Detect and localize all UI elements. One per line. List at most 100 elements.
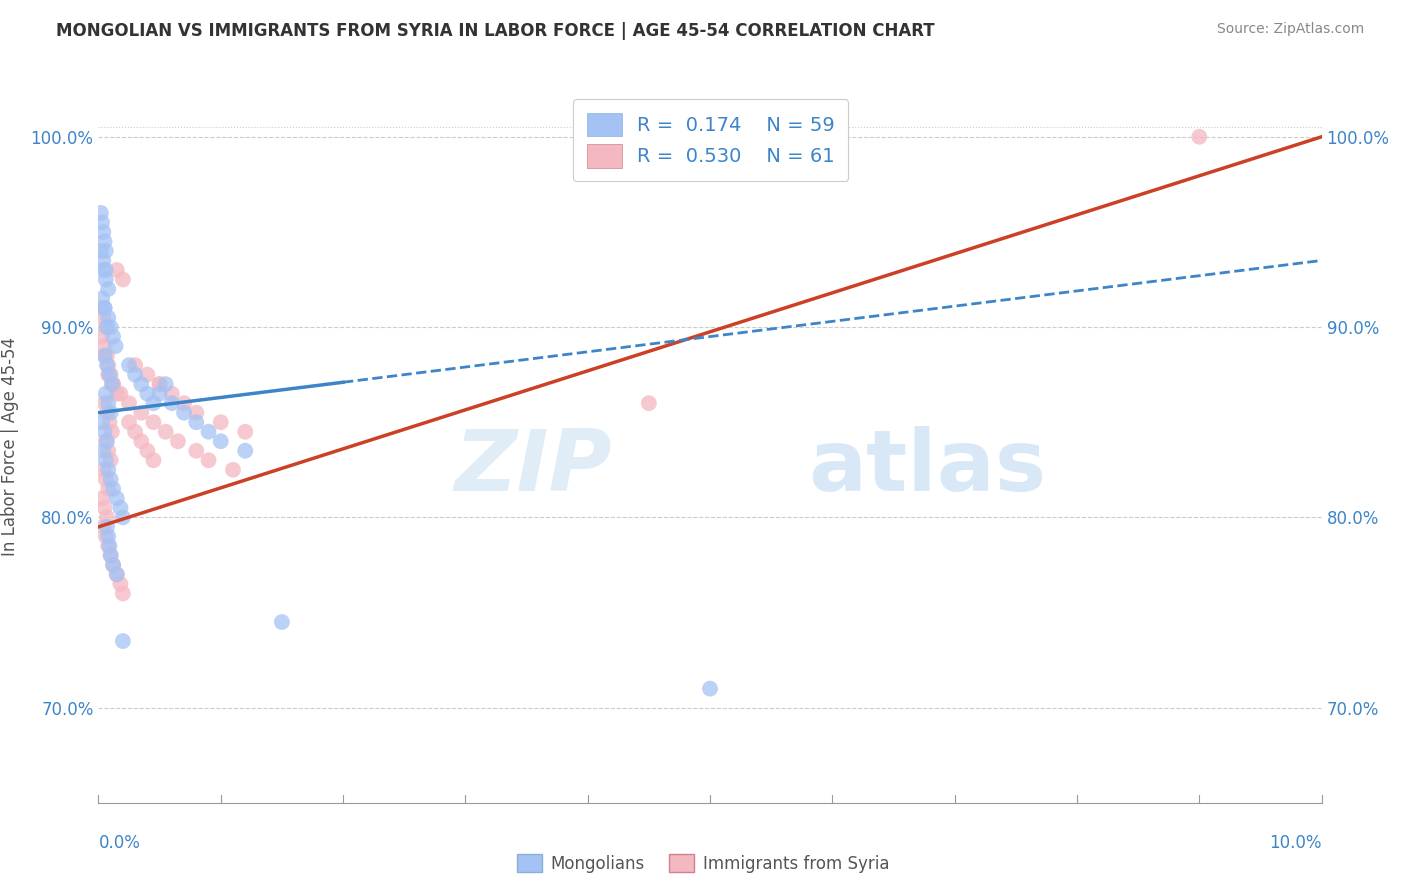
Point	[100, 472, 122, 486]
Point	[93, 339, 115, 353]
Point	[118, 358, 141, 372]
Point	[136, 368, 159, 382]
Point	[93, 500, 115, 515]
Point	[91, 292, 114, 306]
Point	[105, 567, 128, 582]
Point	[96, 349, 118, 363]
Point	[97, 396, 120, 410]
Legend: Mongolians, Immigrants from Syria: Mongolians, Immigrants from Syria	[510, 847, 896, 880]
Point	[91, 253, 114, 268]
Text: 10.0%: 10.0%	[1270, 834, 1322, 852]
Point	[93, 396, 115, 410]
Text: ZIP: ZIP	[454, 425, 612, 509]
Point	[90, 244, 112, 258]
Point	[111, 586, 134, 600]
Point	[100, 453, 122, 467]
Point	[233, 443, 256, 458]
Point	[96, 510, 118, 524]
Point	[94, 263, 117, 277]
Point	[101, 377, 124, 392]
Point	[129, 377, 152, 392]
Point	[142, 415, 165, 429]
Point	[222, 463, 245, 477]
Point	[94, 244, 117, 258]
Point	[124, 368, 146, 382]
Point	[105, 386, 128, 401]
Point	[111, 272, 134, 286]
Point	[101, 558, 124, 572]
Point	[160, 386, 183, 401]
Point	[186, 415, 208, 429]
Point	[96, 358, 118, 372]
Point	[100, 368, 122, 382]
Point	[97, 529, 120, 543]
Point	[91, 263, 114, 277]
Point	[118, 415, 141, 429]
Point	[98, 368, 121, 382]
Point	[101, 425, 124, 439]
Point	[97, 310, 120, 325]
Point	[94, 529, 117, 543]
Legend: R =  0.174    N = 59, R =  0.530    N = 61: R = 0.174 N = 59, R = 0.530 N = 61	[574, 99, 848, 181]
Point	[94, 453, 117, 467]
Point	[97, 282, 120, 296]
Point	[105, 567, 128, 582]
Point	[155, 377, 177, 392]
Point	[105, 263, 128, 277]
Point	[91, 329, 114, 343]
Point	[96, 406, 118, 420]
Point	[97, 443, 120, 458]
Point	[91, 310, 114, 325]
Point	[100, 320, 122, 334]
Point	[136, 386, 159, 401]
Point	[129, 434, 152, 449]
Text: atlas: atlas	[808, 425, 1046, 509]
Point	[93, 235, 115, 249]
Point	[100, 549, 122, 563]
Point	[97, 463, 120, 477]
Point	[233, 425, 256, 439]
Point	[149, 377, 172, 392]
Point	[91, 491, 114, 506]
Point	[94, 472, 117, 486]
Point	[97, 482, 120, 496]
Point	[142, 453, 165, 467]
Point	[149, 377, 172, 392]
Point	[160, 396, 183, 410]
Point	[149, 386, 172, 401]
Point	[270, 615, 294, 629]
Point	[197, 453, 219, 467]
Point	[101, 558, 124, 572]
Point	[136, 443, 159, 458]
Point	[186, 406, 208, 420]
Point	[101, 377, 124, 392]
Point	[97, 539, 120, 553]
Point	[94, 434, 117, 449]
Point	[93, 301, 115, 315]
Point	[173, 406, 195, 420]
Text: MONGOLIAN VS IMMIGRANTS FROM SYRIA IN LABOR FORCE | AGE 45-54 CORRELATION CHART: MONGOLIAN VS IMMIGRANTS FROM SYRIA IN LA…	[56, 22, 935, 40]
Point	[93, 349, 115, 363]
Point	[94, 272, 117, 286]
Point	[98, 415, 121, 429]
Point	[100, 549, 122, 563]
Y-axis label: In Labor Force | Age 45-54: In Labor Force | Age 45-54	[1, 336, 20, 556]
Point	[100, 406, 122, 420]
Point	[98, 539, 121, 553]
Point	[93, 301, 115, 315]
Point	[101, 329, 124, 343]
Point	[129, 406, 152, 420]
Point	[111, 510, 134, 524]
Point	[96, 320, 118, 334]
Point	[90, 206, 112, 220]
Point	[97, 358, 120, 372]
Point	[91, 215, 114, 229]
Point	[124, 425, 146, 439]
Point	[96, 520, 118, 534]
Point	[101, 482, 124, 496]
Point	[90, 301, 112, 315]
Point	[111, 634, 134, 648]
Text: Source: ZipAtlas.com: Source: ZipAtlas.com	[1216, 22, 1364, 37]
Point	[91, 415, 114, 429]
Point	[97, 368, 120, 382]
